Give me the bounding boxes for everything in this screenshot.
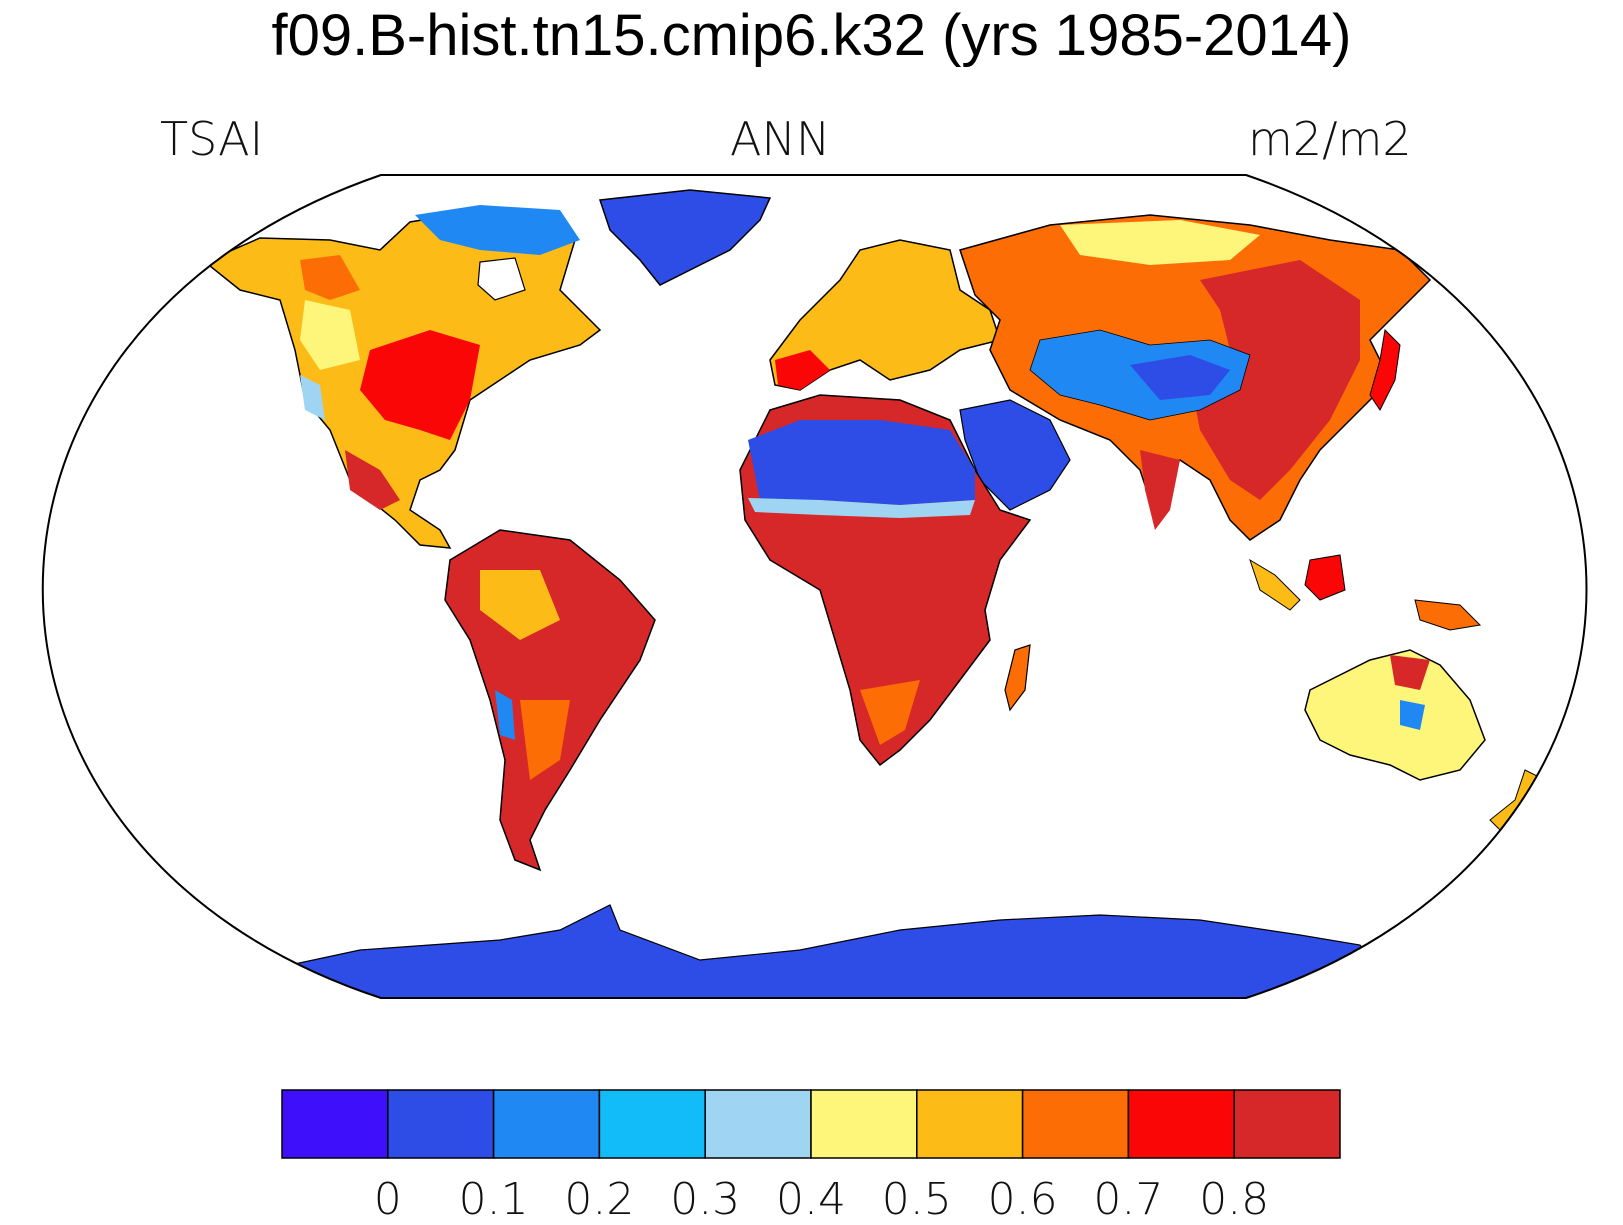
borneo bbox=[1304, 554, 1346, 601]
colorbar-tick-label: 0.8 bbox=[1199, 1174, 1270, 1225]
new-zealand bbox=[1489, 769, 1546, 831]
colorbar-swatch bbox=[281, 1089, 389, 1159]
season-label: ANN bbox=[730, 112, 831, 166]
colorbar-swatch bbox=[387, 1089, 495, 1159]
colorbar-swatch bbox=[1127, 1089, 1235, 1159]
colorbar-swatch bbox=[598, 1089, 706, 1159]
colorbar-tick-label: 0.1 bbox=[458, 1174, 529, 1225]
middle-east-blue bbox=[959, 399, 1071, 511]
hudson-bay bbox=[477, 257, 526, 301]
colorbar-swatch bbox=[1233, 1089, 1341, 1159]
colorbar-tick-label: 0.3 bbox=[670, 1174, 741, 1225]
canada-arctic bbox=[415, 205, 580, 255]
china-red bbox=[1190, 260, 1360, 500]
siberia-yellow bbox=[1060, 220, 1260, 265]
colorbar bbox=[281, 1089, 1341, 1159]
greenland bbox=[598, 189, 772, 286]
colorbar-tick-label: 0 bbox=[373, 1174, 402, 1225]
sahel-lightblue bbox=[748, 498, 975, 518]
europe-red bbox=[775, 350, 830, 390]
colorbar-swatch bbox=[916, 1089, 1024, 1159]
sa-orange-2 bbox=[520, 700, 570, 780]
africa-orange bbox=[860, 680, 920, 745]
sa-blue bbox=[495, 690, 515, 740]
tibet-blue bbox=[1130, 355, 1230, 400]
colorbar-swatch bbox=[704, 1089, 812, 1159]
colorbar-tick-label: 0.2 bbox=[564, 1174, 635, 1225]
na-blue-west bbox=[300, 375, 325, 420]
na-red-east bbox=[360, 330, 480, 440]
sahara-blue bbox=[748, 420, 975, 505]
colorbar-swatch bbox=[810, 1089, 918, 1159]
colorbar-tick-label: 0.5 bbox=[881, 1174, 952, 1225]
colorbar-tick-label: 0.4 bbox=[776, 1174, 846, 1225]
india-red bbox=[1140, 450, 1180, 530]
sumatra bbox=[1249, 558, 1301, 611]
land-fill bbox=[203, 189, 1546, 998]
australia-red bbox=[1390, 655, 1430, 690]
units-label: m2/m2 bbox=[1248, 112, 1412, 166]
na-red-south bbox=[345, 450, 400, 510]
colorbar-tick-label: 0.6 bbox=[987, 1174, 1058, 1225]
colorbar-tick-label: 0.7 bbox=[1093, 1174, 1164, 1225]
colorbar-swatch bbox=[1021, 1089, 1130, 1159]
antarctica bbox=[249, 904, 1381, 998]
sa-orange bbox=[480, 570, 560, 640]
map-boundary bbox=[41, 174, 1588, 999]
map-title: f09.B-hist.tn15.cmip6.k32 (yrs 1985-2014… bbox=[271, 3, 1352, 68]
madagascar bbox=[1004, 644, 1031, 712]
colorbar-swatch bbox=[492, 1089, 601, 1159]
australia-blue bbox=[1400, 700, 1425, 730]
new-guinea bbox=[1414, 599, 1482, 631]
australia bbox=[1304, 649, 1486, 781]
japan bbox=[1369, 328, 1401, 411]
na-orange bbox=[300, 255, 360, 300]
na-yellow bbox=[300, 300, 360, 370]
variable-label: TSAI bbox=[160, 112, 264, 166]
